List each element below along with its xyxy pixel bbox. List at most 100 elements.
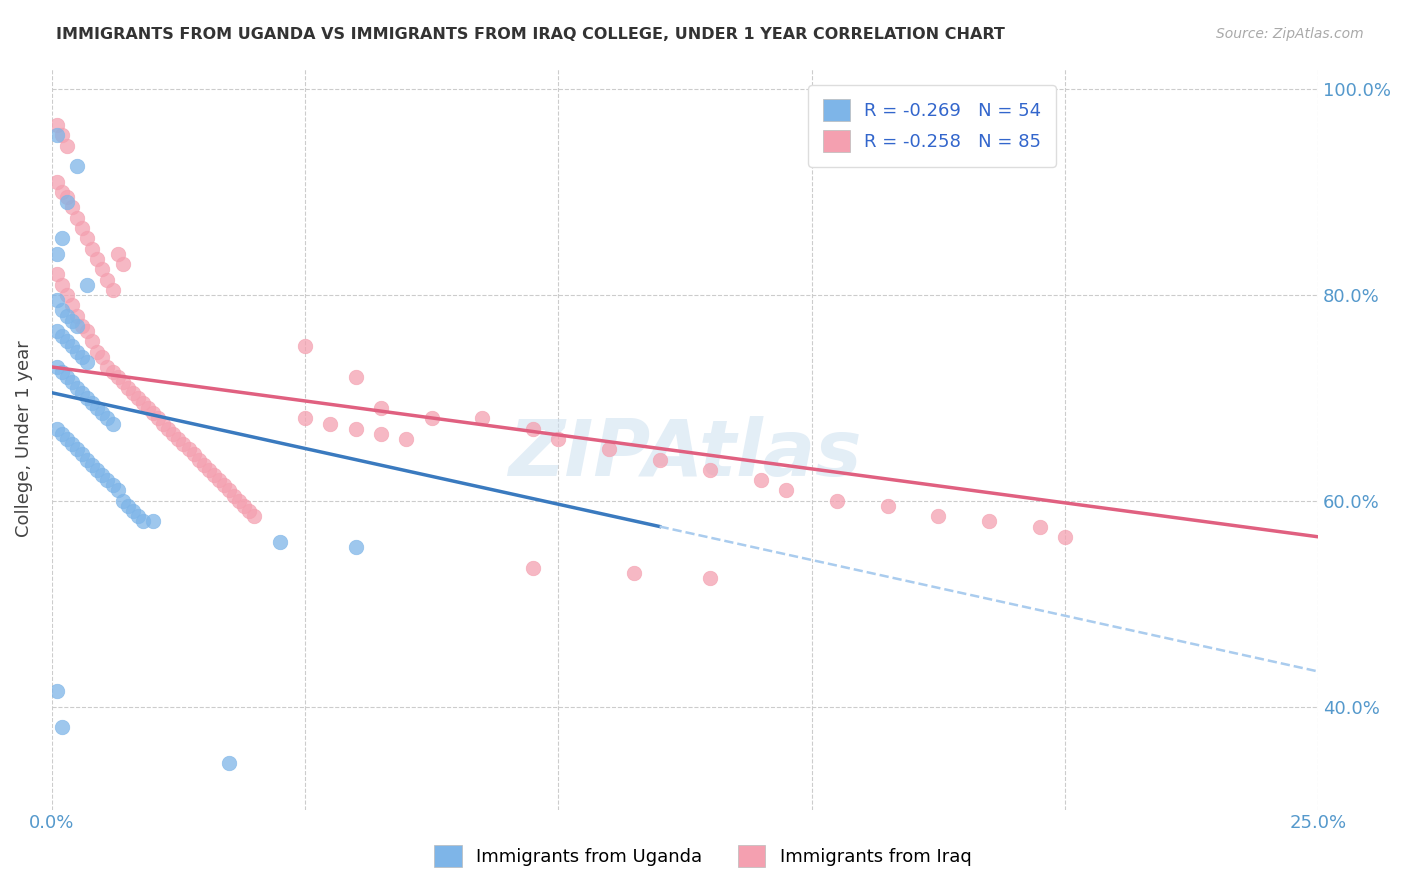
Point <box>56 288 79 302</box>
Point <box>76 324 98 338</box>
Point <box>51 720 73 734</box>
Point <box>82 334 104 349</box>
Point <box>56 370 79 384</box>
Point <box>197 463 219 477</box>
Point <box>212 478 235 492</box>
Point <box>107 483 129 498</box>
Point <box>132 396 155 410</box>
Point <box>91 350 114 364</box>
Point <box>51 185 73 199</box>
Point <box>117 499 139 513</box>
Point <box>142 514 165 528</box>
Point <box>218 756 240 771</box>
Point <box>66 159 89 173</box>
Point <box>101 417 124 431</box>
Point <box>45 293 67 307</box>
Point <box>101 283 124 297</box>
Point <box>96 359 118 374</box>
Point <box>91 262 114 277</box>
Text: IMMIGRANTS FROM UGANDA VS IMMIGRANTS FROM IRAQ COLLEGE, UNDER 1 YEAR CORRELATION: IMMIGRANTS FROM UGANDA VS IMMIGRANTS FRO… <box>56 27 1005 42</box>
Legend: Immigrants from Uganda, Immigrants from Iraq: Immigrants from Uganda, Immigrants from … <box>427 838 979 874</box>
Point <box>132 514 155 528</box>
Point <box>107 247 129 261</box>
Point <box>86 463 108 477</box>
Point <box>522 422 544 436</box>
Point <box>56 190 79 204</box>
Point <box>111 376 134 390</box>
Point <box>146 411 169 425</box>
Legend: R = -0.269   N = 54, R = -0.258   N = 85: R = -0.269 N = 54, R = -0.258 N = 85 <box>808 85 1056 167</box>
Point <box>51 303 73 318</box>
Point <box>420 411 443 425</box>
Point <box>86 344 108 359</box>
Point <box>208 473 231 487</box>
Point <box>319 417 342 431</box>
Point <box>825 493 848 508</box>
Point <box>45 175 67 189</box>
Point <box>86 401 108 416</box>
Point <box>142 406 165 420</box>
Point <box>395 432 418 446</box>
Point <box>56 432 79 446</box>
Point <box>183 447 205 461</box>
Point <box>162 426 184 441</box>
Point <box>66 442 89 457</box>
Point <box>51 128 73 143</box>
Point <box>111 257 134 271</box>
Point <box>70 221 93 235</box>
Point <box>224 489 246 503</box>
Point <box>269 535 291 549</box>
Point <box>60 201 83 215</box>
Point <box>76 355 98 369</box>
Point <box>56 309 79 323</box>
Point <box>775 483 797 498</box>
Point <box>344 540 367 554</box>
Point <box>344 370 367 384</box>
Point <box>187 452 209 467</box>
Point <box>66 318 89 333</box>
Point <box>96 473 118 487</box>
Point <box>1053 530 1076 544</box>
Point <box>648 452 671 467</box>
Point <box>977 514 1000 528</box>
Point <box>82 242 104 256</box>
Point <box>1028 519 1050 533</box>
Point <box>167 432 190 446</box>
Point <box>76 277 98 292</box>
Point <box>111 493 134 508</box>
Point <box>91 406 114 420</box>
Point <box>45 247 67 261</box>
Point <box>370 426 392 441</box>
Point <box>51 365 73 379</box>
Point <box>56 138 79 153</box>
Point <box>45 128 67 143</box>
Point <box>60 339 83 353</box>
Point <box>699 463 721 477</box>
Point <box>344 422 367 436</box>
Point <box>51 277 73 292</box>
Point <box>70 447 93 461</box>
Point <box>60 313 83 327</box>
Point <box>56 334 79 349</box>
Point <box>157 422 180 436</box>
Point <box>82 458 104 472</box>
Point <box>60 298 83 312</box>
Point <box>76 231 98 245</box>
Point <box>927 509 949 524</box>
Point <box>66 344 89 359</box>
Point <box>233 499 256 513</box>
Point <box>193 458 215 472</box>
Point <box>45 359 67 374</box>
Point <box>45 422 67 436</box>
Point <box>70 350 93 364</box>
Point <box>51 329 73 343</box>
Point <box>56 195 79 210</box>
Point <box>66 380 89 394</box>
Point <box>152 417 174 431</box>
Point <box>127 391 149 405</box>
Point <box>101 365 124 379</box>
Y-axis label: College, Under 1 year: College, Under 1 year <box>15 341 32 537</box>
Point <box>76 452 98 467</box>
Text: ZIPAtlas: ZIPAtlas <box>508 416 862 491</box>
Point <box>127 509 149 524</box>
